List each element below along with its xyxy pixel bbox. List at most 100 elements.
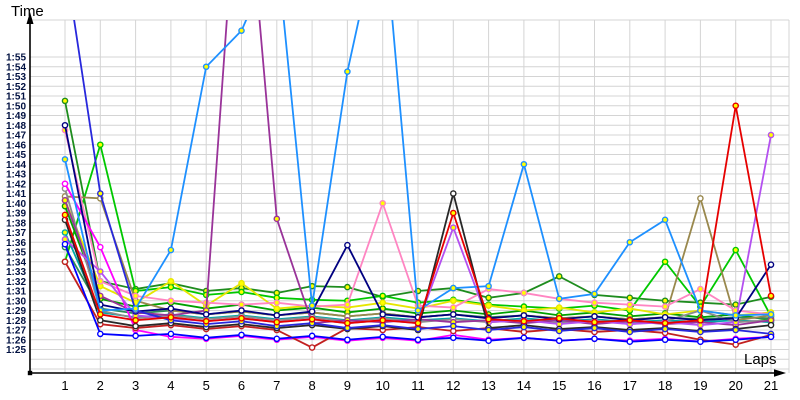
y-tick-label: 1:27 — [6, 326, 26, 337]
y-tick-label: 1:30 — [6, 296, 26, 307]
data-point — [273, 305, 281, 312]
y-tick-label: 1:39 — [6, 209, 26, 220]
x-tick-label: 13 — [481, 378, 495, 393]
data-point — [591, 335, 598, 343]
data-point — [626, 238, 634, 246]
y-tick-label: 1:32 — [6, 277, 26, 288]
x-tick-label: 9 — [344, 378, 351, 393]
x-tick-label: 21 — [764, 378, 778, 393]
data-point — [344, 241, 351, 249]
data-point — [202, 317, 210, 325]
data-point — [167, 297, 175, 305]
data-point — [61, 121, 69, 129]
x-tick-label: 11 — [411, 378, 425, 393]
data-point — [520, 334, 528, 342]
data-point — [238, 27, 245, 34]
y-tick-label: 1:49 — [6, 111, 26, 122]
x-tick-label: 16 — [587, 378, 601, 393]
data-point — [414, 319, 422, 327]
data-point — [626, 338, 634, 346]
data-point — [202, 311, 210, 318]
data-point — [555, 304, 563, 311]
data-point — [449, 304, 457, 311]
data-point — [132, 332, 139, 340]
data-point — [61, 258, 69, 266]
data-point — [414, 325, 422, 333]
data-point — [732, 301, 740, 308]
data-point — [449, 284, 457, 292]
y-tick-label: 1:37 — [6, 228, 26, 239]
y-tick-label: 1:51 — [6, 92, 26, 103]
data-point — [661, 336, 669, 344]
data-point — [273, 335, 281, 343]
data-point — [732, 312, 740, 319]
data-point — [61, 211, 69, 219]
x-tick-label: 5 — [203, 378, 210, 393]
data-point — [732, 246, 740, 254]
data-point — [132, 292, 139, 300]
y-tick-label: 1:31 — [6, 287, 26, 298]
y-tick-label: 1:55 — [6, 53, 26, 64]
x-axis-arrow-icon — [774, 369, 786, 377]
axis-origin-marker — [27, 370, 33, 376]
x-tick-label: 17 — [623, 378, 637, 393]
y-tick-label: 1:52 — [6, 82, 26, 93]
data-point — [97, 243, 104, 251]
y-tick-label: 1:46 — [6, 140, 26, 151]
data-point — [202, 63, 210, 71]
data-point — [238, 307, 245, 314]
data-point — [732, 336, 740, 344]
data-point — [273, 318, 281, 326]
x-tick-label: 3 — [132, 378, 139, 393]
x-tick-label: 4 — [167, 378, 174, 393]
data-point — [520, 160, 528, 168]
y-tick-label: 1:43 — [6, 170, 26, 181]
data-point — [344, 319, 351, 327]
x-tick-labels: 1 2 3 4 5 6 7 8 9 10 11 12 13 14 15 16 17 18 19 20 21 — [61, 378, 778, 393]
x-tick-label: 1 — [61, 378, 68, 393]
data-point — [626, 328, 634, 336]
data-point — [555, 273, 563, 280]
data-point — [238, 314, 245, 322]
data-point — [61, 180, 69, 188]
data-point — [132, 322, 139, 330]
data-point — [97, 316, 104, 324]
data-point — [485, 315, 492, 323]
data-point — [97, 268, 104, 275]
data-point — [238, 288, 245, 296]
data-point — [767, 321, 775, 329]
y-tick-label: 1:34 — [6, 257, 26, 268]
data-point — [132, 305, 139, 312]
axes — [26, 12, 786, 377]
data-point — [697, 338, 704, 346]
data-point — [626, 301, 634, 308]
y-tick-label: 1:47 — [6, 131, 26, 142]
data-point — [661, 297, 669, 305]
data-point — [97, 141, 104, 149]
y-tick-label: 1:45 — [6, 150, 26, 161]
data-point — [485, 326, 492, 334]
data-point — [61, 197, 69, 204]
data-point — [520, 312, 528, 319]
data-point — [591, 318, 598, 326]
y-tick-label: 1:35 — [6, 248, 26, 259]
data-point — [344, 301, 351, 308]
data-point — [97, 277, 104, 285]
x-tick-label: 14 — [517, 378, 531, 393]
data-point — [61, 156, 69, 163]
data-point — [520, 289, 528, 297]
y-tick-label: 1:44 — [6, 160, 26, 171]
data-point — [697, 285, 704, 293]
data-point — [167, 305, 175, 312]
data-point — [167, 246, 175, 254]
data-point — [591, 313, 598, 320]
data-point — [344, 283, 351, 291]
data-point — [449, 190, 457, 197]
data-point — [238, 279, 245, 287]
data-point — [308, 332, 316, 340]
data-point — [767, 261, 775, 268]
y-tick-label: 1:25 — [6, 345, 26, 356]
data-point — [661, 319, 669, 327]
data-point — [767, 131, 775, 139]
